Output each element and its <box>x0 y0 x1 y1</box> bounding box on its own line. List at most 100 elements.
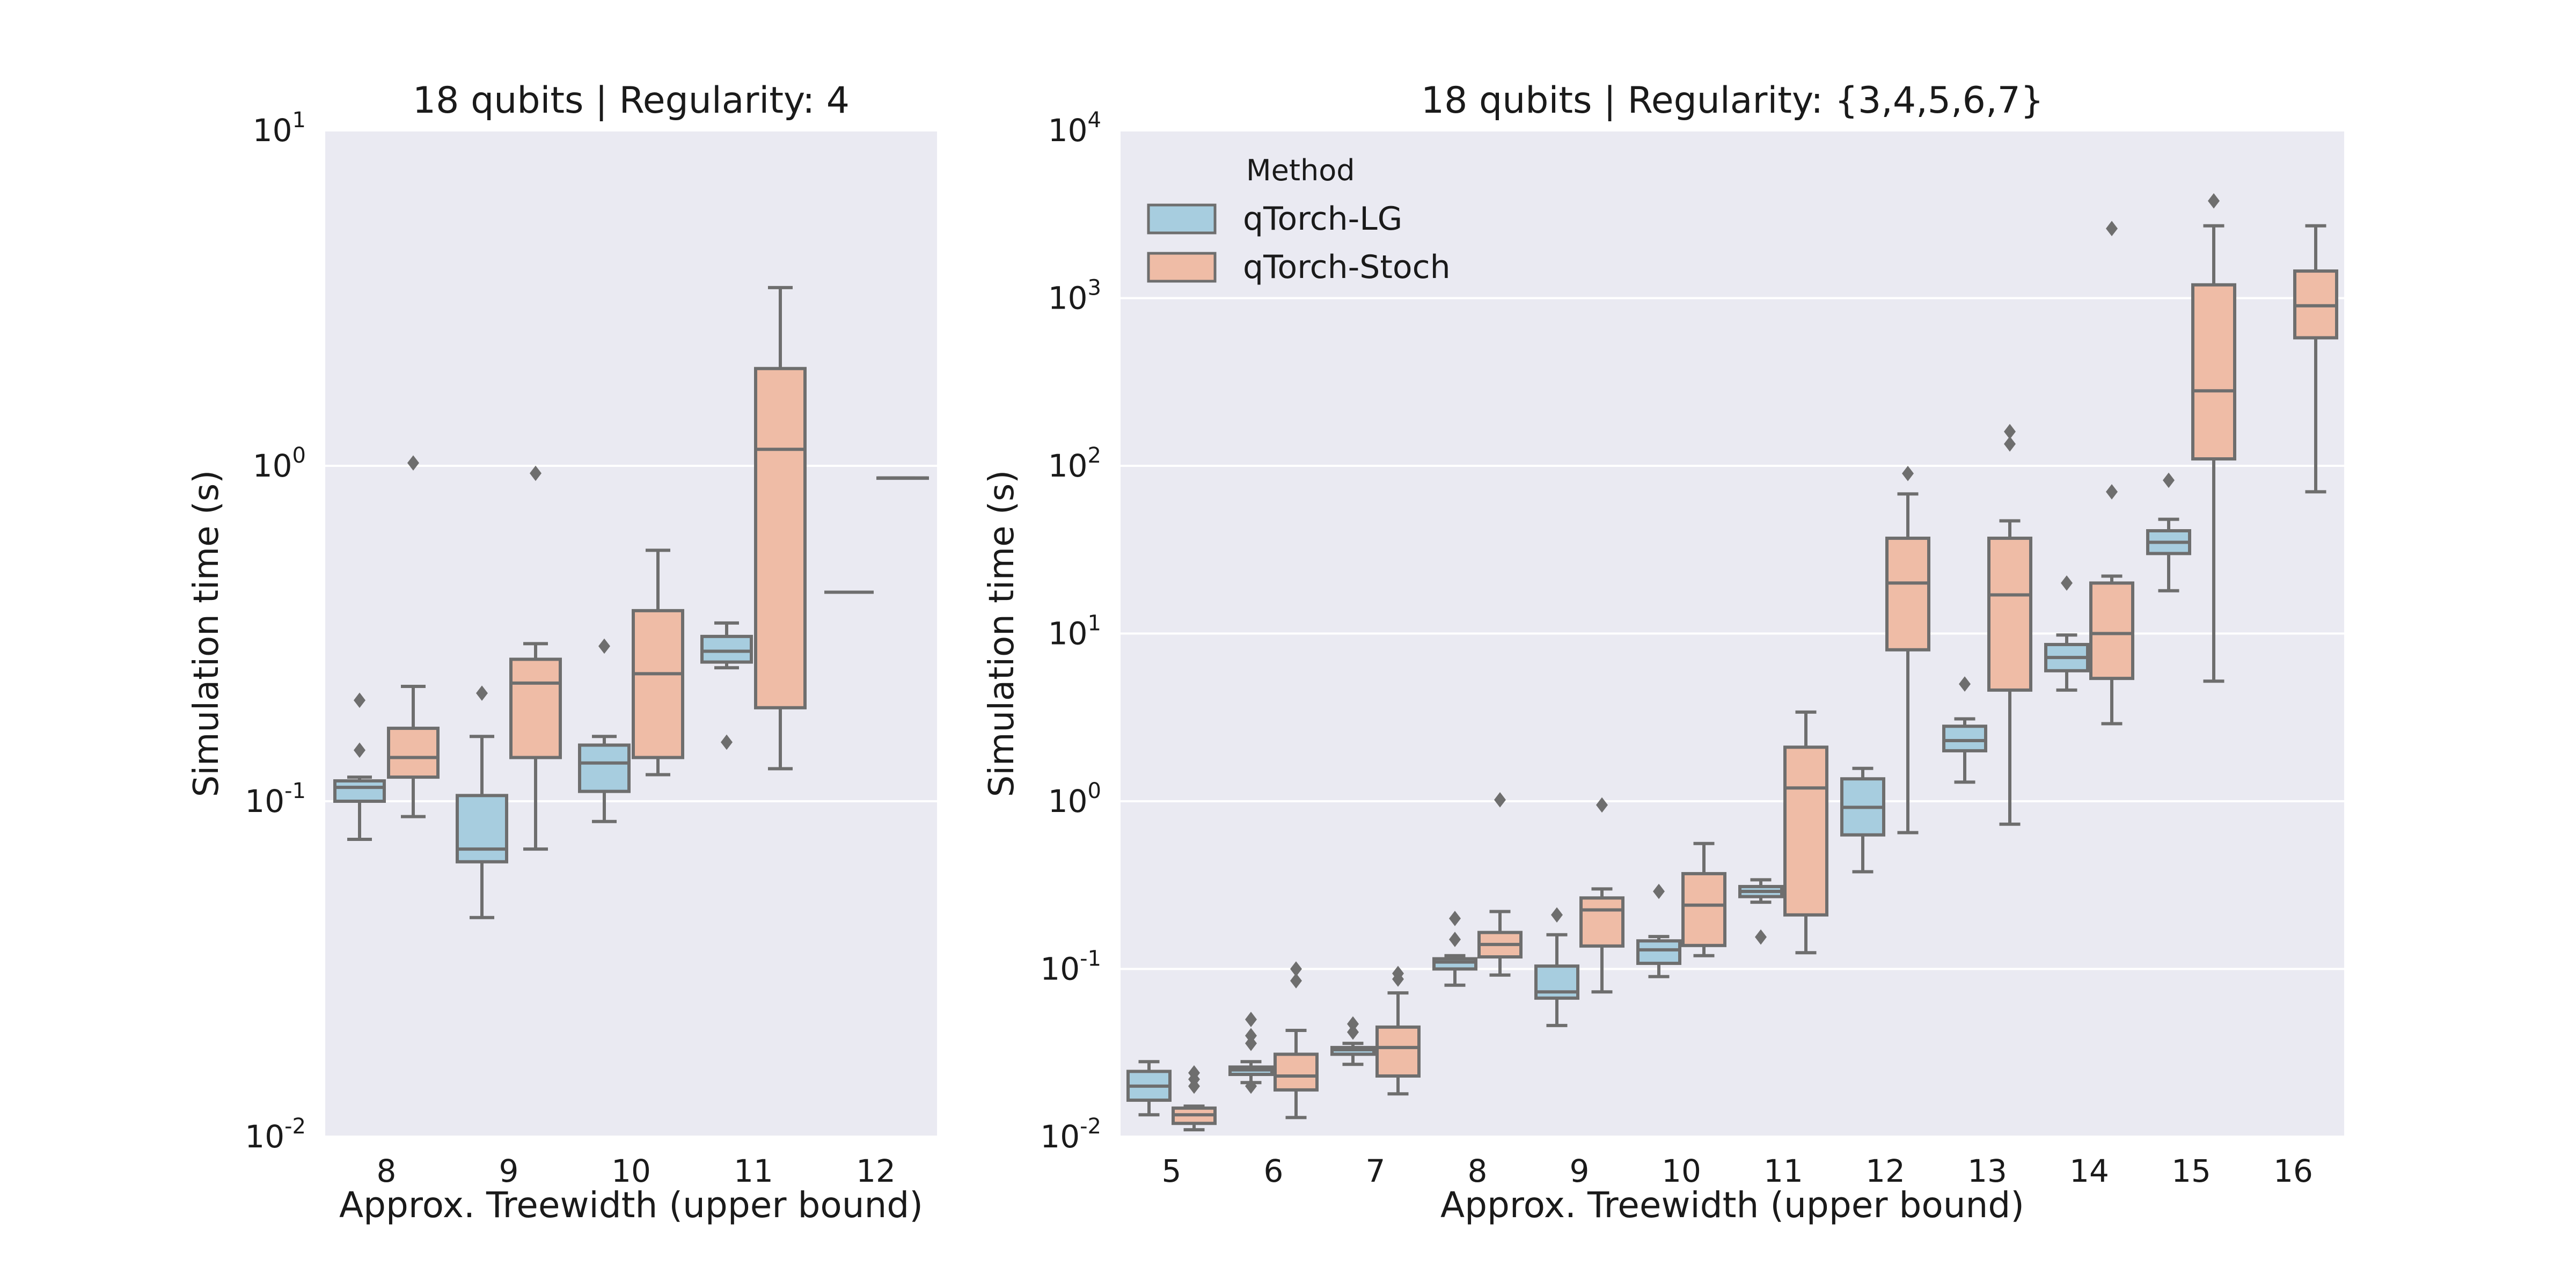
outlier-point <box>1449 932 1461 947</box>
box-body <box>700 634 753 664</box>
box-body <box>632 609 684 759</box>
box-body <box>754 367 807 709</box>
right-x-tick-label: 5 <box>1162 1153 1182 1189</box>
right-panel: 10-2 10-1 100 101 102 103 104 5 6 7 8 9 10 11 12 13 14 1… <box>982 79 2344 1226</box>
left-x-tick-label: 8 <box>377 1153 397 1189</box>
right-x-tick-label: 11 <box>1763 1153 1803 1189</box>
left-box-qtorch-stoch-9 <box>509 465 562 851</box>
left-y-tick-label: 101 <box>253 108 306 149</box>
box-body <box>2191 283 2236 461</box>
box-body <box>1636 939 1681 965</box>
outlier-point <box>2004 423 2016 440</box>
left-box-qtorch-stoch-12 <box>876 476 929 480</box>
right-x-tick-label: 13 <box>1967 1153 2007 1189</box>
legend-label-qtorch-lg: qTorch-LG <box>1243 200 1402 238</box>
outlier-point <box>1245 1078 1257 1094</box>
right-box-qtorch-lg-7 <box>1330 1016 1375 1066</box>
left-box-qtorch-stoch-8 <box>387 455 440 818</box>
right-x-tick-label: 14 <box>2069 1153 2109 1189</box>
right-box-qtorch-stoch-14 <box>2089 221 2134 726</box>
outlier-point <box>1245 1028 1257 1044</box>
box-body <box>509 657 562 759</box>
left-plot-area <box>325 130 937 1137</box>
left-box-qtorch-lg-8 <box>333 692 386 841</box>
right-box-qtorch-stoch-15 <box>2191 193 2236 683</box>
outlier-point <box>2106 221 2118 237</box>
right-x-tick-label: 7 <box>1366 1153 1386 1189</box>
outlier-point <box>721 734 733 750</box>
outlier-point <box>1347 1016 1359 1032</box>
left-box-qtorch-stoch-10 <box>632 548 684 777</box>
box-body <box>1432 957 1477 971</box>
outlier-point <box>1902 465 1914 481</box>
right-y-tick-label: 101 <box>1048 611 1101 652</box>
box-body <box>1942 724 1987 752</box>
right-gridlines <box>1121 129 2344 1138</box>
legend: Method qTorch-LG qTorch-Stoch <box>1147 153 1451 286</box>
outlier-point <box>530 465 541 481</box>
right-box-qtorch-lg-9 <box>1534 907 1579 1027</box>
right-box-qtorch-stoch-11 <box>1783 710 1828 955</box>
right-y-axis-label: Simulation time (s) <box>982 470 1022 797</box>
box-body <box>1274 1052 1319 1092</box>
right-box-qtorch-stoch-9 <box>1579 797 1624 994</box>
right-box-layer <box>1126 193 2338 1132</box>
box-body <box>1681 872 1726 947</box>
outlier-point <box>2106 484 2118 500</box>
right-x-tick-label: 15 <box>2171 1153 2211 1189</box>
left-x-tick-label: 11 <box>734 1153 773 1189</box>
box-body <box>1783 745 1828 917</box>
outlier-point <box>1653 883 1665 899</box>
right-chart-title: 18 qubits | Regularity: {3,4,5,6,7} <box>1421 79 2044 122</box>
outlier-point <box>1551 907 1563 923</box>
right-y-tick-label: 10-1 <box>1040 947 1101 987</box>
right-box-qtorch-lg-6 <box>1228 1012 1274 1094</box>
outlier-point <box>1188 1065 1200 1081</box>
outlier-point <box>1290 973 1302 989</box>
box-body <box>1987 536 2032 692</box>
outlier-point <box>2163 472 2175 488</box>
right-x-tick-label: 12 <box>1865 1153 1905 1189</box>
right-y-tick-label: 103 <box>1048 276 1101 317</box>
right-box-qtorch-stoch-10 <box>1681 841 1726 957</box>
box-body <box>333 779 386 803</box>
left-y-tick-label: 100 <box>253 443 306 484</box>
left-x-axis-label: Approx. Treewidth (upper bound) <box>339 1184 923 1226</box>
left-box-layer <box>333 286 929 919</box>
right-box-qtorch-stoch-5 <box>1172 1065 1217 1132</box>
left-panel: 10-2 10-1 100 101 8 9 10 11 12 18 qubits | Regu… <box>187 79 937 1226</box>
right-box-qtorch-stoch-12 <box>1885 465 1930 835</box>
right-y-tick-label: 104 <box>1048 108 1101 149</box>
left-chart-title: 18 qubits | Regularity: 4 <box>413 79 850 122</box>
outlier-point <box>2061 575 2073 591</box>
right-x-tick-label: 16 <box>2273 1153 2313 1189</box>
left-y-ticks: 10-2 10-1 100 101 <box>245 108 306 1155</box>
right-x-axis-label: Approx. Treewidth (upper bound) <box>1440 1184 2024 1226</box>
right-box-qtorch-stoch-8 <box>1477 792 1523 977</box>
right-box-qtorch-stoch-6 <box>1274 961 1319 1119</box>
right-y-ticks: 10-2 10-1 100 101 102 103 104 <box>1040 108 1101 1155</box>
right-x-ticks: 5 6 7 8 9 10 11 12 13 14 15 16 <box>1162 1153 2313 1189</box>
outlier-point <box>1245 1012 1257 1027</box>
left-x-tick-label: 12 <box>856 1153 896 1189</box>
right-box-qtorch-lg-12 <box>1840 766 1885 874</box>
right-box-qtorch-stoch-13 <box>1987 423 2032 826</box>
left-x-tick-label: 9 <box>499 1153 519 1189</box>
outlier-point <box>1392 965 1404 982</box>
legend-title: Method <box>1246 153 1355 187</box>
right-box-qtorch-lg-14 <box>2044 575 2089 692</box>
outlier-point <box>2208 193 2220 209</box>
box-body <box>1579 896 1624 948</box>
right-box-qtorch-lg-8 <box>1432 911 1477 987</box>
left-box-qtorch-lg-10 <box>578 638 631 823</box>
right-y-tick-label: 100 <box>1048 779 1101 819</box>
legend-swatch-qtorch-lg <box>1147 203 1217 235</box>
box-body <box>456 794 508 863</box>
left-y-tick-label: 10-2 <box>245 1114 306 1155</box>
box-body <box>387 727 440 779</box>
outlier-point <box>354 742 365 758</box>
left-x-tick-label: 10 <box>611 1153 651 1189</box>
box-body <box>1885 536 1930 652</box>
left-y-tick-label: 10-1 <box>245 779 306 819</box>
right-box-qtorch-lg-13 <box>1942 676 1987 784</box>
